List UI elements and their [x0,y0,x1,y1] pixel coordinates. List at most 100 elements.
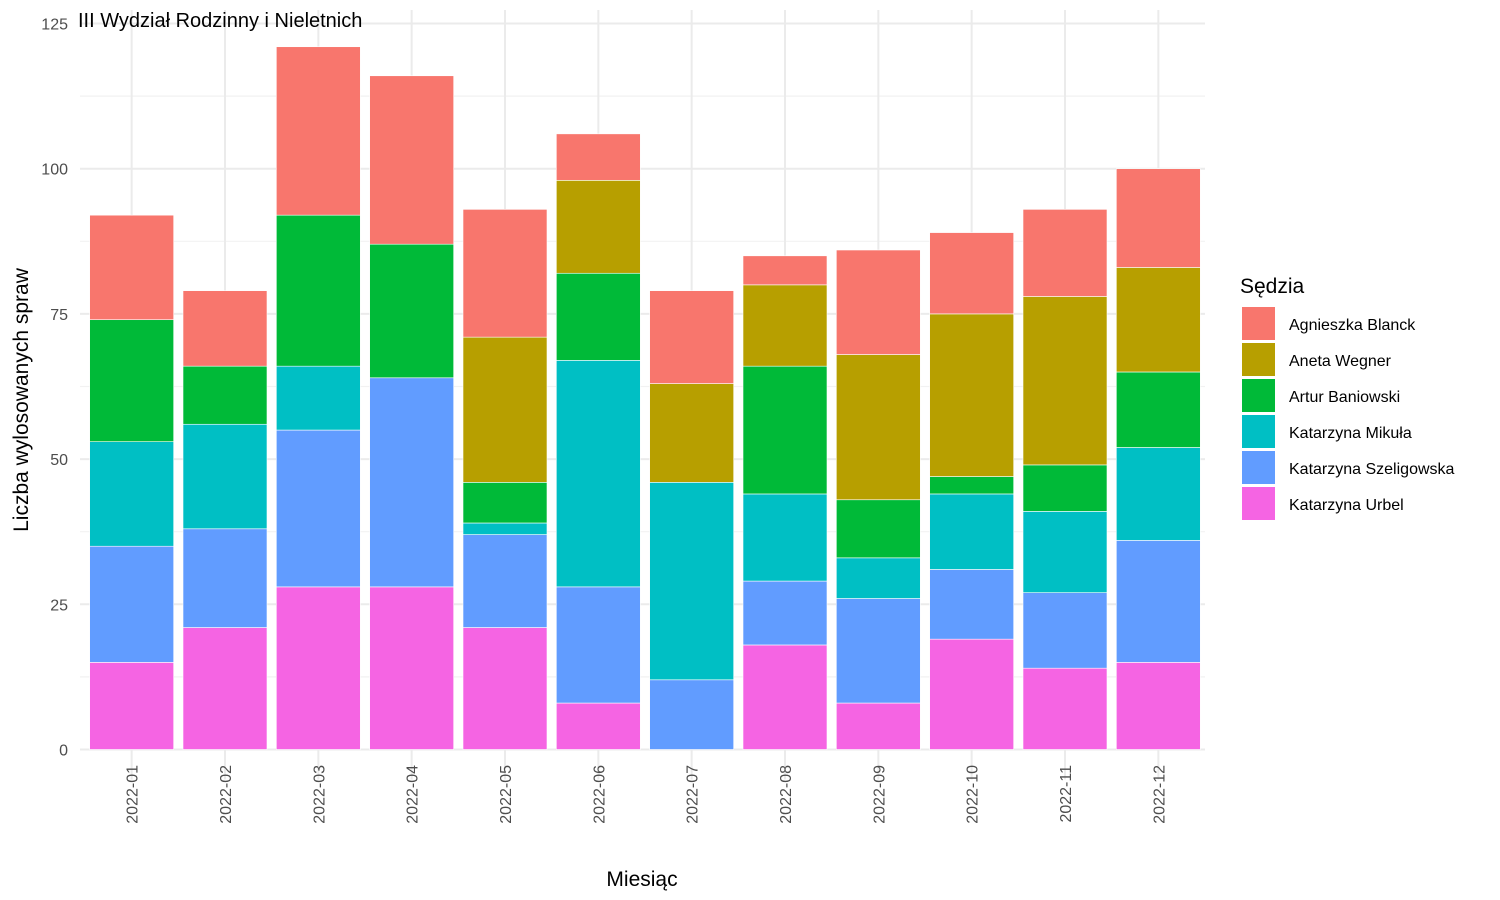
bar-segment: Katarzyna Urbel 2022-04: 28 [369,586,454,750]
bar-segment: Katarzyna Mikuła 2022-12: 16 [1116,447,1201,541]
legend-items: Agnieszka Blanck Aneta Wegner Artur Baniow… [1242,307,1455,520]
bar-segment: Katarzyna Mikuła 2022-01: 18 [89,441,174,547]
bar-segment: Aneta Wegner 2022-12: 18 [1116,267,1201,373]
x-tick-label: 2022-09 [871,765,888,824]
bar-segment: Aneta Wegner 2022-10: 28 [929,313,1014,477]
bars: Katarzyna Urbel 2022-01: 15Katarzyna Sze… [89,46,1201,750]
bar-segment: Katarzyna Mikuła 2022-06: 39 [556,360,641,588]
bar-segment: Katarzyna Urbel 2022-09: 8 [836,702,921,750]
y-tick-label: 125 [41,17,68,34]
bar-segment: Katarzyna Szeligowska 2022-03: 27 [276,429,361,588]
bar-segment: Aneta Wegner 2022-05: 25 [462,336,548,483]
bar-segment: Katarzyna Mikuła 2022-08: 15 [742,493,828,582]
legend-label: Agnieszka Blanck [1289,317,1416,334]
bar-segment: Katarzyna Szeligowska 2022-05: 16 [462,534,548,628]
bar-segment: Katarzyna Urbel 2022-10: 19 [929,638,1014,750]
x-tick-label: 2022-04 [405,765,422,824]
y-tick-label: 25 [50,597,68,614]
bar-segment: Agnieszka Blanck 2022-11: 15 [1022,209,1108,297]
bar-segment: Artur Baniowski 2022-04: 23 [369,243,454,379]
bar-segment: Artur Baniowski 2022-10: 3 [929,476,1014,495]
legend-title: Sędzia [1240,275,1305,298]
bar-segment: Aneta Wegner 2022-08: 14 [742,284,828,367]
bar-segment: Artur Baniowski 2022-05: 7 [462,482,548,524]
legend-label: Katarzyna Szeligowska [1289,461,1455,478]
x-tick-label: 2022-03 [311,765,328,824]
legend-label: Katarzyna Mikuła [1289,425,1412,442]
bar-segment: Agnieszka Blanck 2022-03: 29 [276,46,361,216]
bar-segment: Artur Baniowski 2022-11: 8 [1022,464,1108,512]
bar-segment: Katarzyna Urbel 2022-08: 18 [742,644,828,750]
bar-segment: Katarzyna Urbel 2022-11: 14 [1022,667,1108,750]
bar-segment: Artur Baniowski 2022-12: 13 [1116,371,1201,448]
bar-segment: Katarzyna Mikuła 2022-03: 11 [276,365,361,431]
legend-swatch [1242,451,1275,484]
bar-segment: Katarzyna Urbel 2022-05: 21 [462,627,548,750]
bar-segment: Katarzyna Szeligowska 2022-01: 20 [89,545,174,663]
bar-segment: Katarzyna Szeligowska 2022-08: 11 [742,580,828,646]
bar-segment: Katarzyna Szeligowska 2022-06: 20 [556,586,641,704]
grid-minor [80,95,1205,678]
bar-segment: Katarzyna Szeligowska 2022-04: 36 [369,377,454,588]
y-tick-label: 75 [50,307,68,324]
legend-label: Aneta Wegner [1289,353,1392,370]
legend-swatch [1242,415,1275,448]
bar-segment: Artur Baniowski 2022-03: 26 [276,214,361,367]
x-tick-label: 2022-10 [965,765,982,824]
x-tick-label: 2022-08 [778,765,795,824]
bar-segment: Katarzyna Urbel 2022-06: 8 [556,702,641,750]
bar-segment: Katarzyna Szeligowska 2022-10: 12 [929,569,1014,640]
bar-segment: Agnieszka Blanck 2022-06: 8 [556,133,641,181]
bar-segment: Katarzyna Urbel 2022-02: 21 [182,627,268,750]
bar-segment: Agnieszka Blanck 2022-08: 5 [742,255,828,286]
bar-segment: Agnieszka Blanck 2022-12: 17 [1116,168,1201,268]
bar-segment: Artur Baniowski 2022-09: 10 [836,499,921,559]
bar-segment: Agnieszka Blanck 2022-09: 18 [836,249,921,355]
x-tick-label: 2022-05 [498,765,515,824]
bar-segment: Katarzyna Urbel 2022-03: 28 [276,586,361,750]
bar-segment: Katarzyna Szeligowska 2022-02: 17 [182,528,268,628]
bar-segment: Katarzyna Urbel 2022-12: 15 [1116,662,1201,750]
x-axis-title: Miesiąc [606,868,677,891]
y-tick-label: 50 [50,452,68,469]
bar-segment: Artur Baniowski 2022-01: 21 [89,319,174,442]
legend-swatch [1242,343,1275,376]
bar-segment: Agnieszka Blanck 2022-04: 29 [369,75,454,245]
x-tick-label: 2022-01 [125,765,142,824]
bar-segment: Katarzyna Mikuła 2022-10: 13 [929,493,1014,570]
y-tick-label: 100 [41,162,68,179]
legend-label: Artur Baniowski [1289,389,1400,406]
bar-segment: Artur Baniowski 2022-06: 15 [556,272,641,361]
legend: Sędzia Agnieszka Blanck Aneta Wegner Artur… [1240,275,1455,520]
x-tick-label: 2022-07 [685,765,702,824]
x-tick-label: 2022-02 [218,765,235,824]
bar-segment: Katarzyna Urbel 2022-01: 15 [89,662,174,750]
bar-segment: Aneta Wegner 2022-06: 16 [556,180,641,274]
bar-segment: Katarzyna Mikuła 2022-11: 14 [1022,511,1108,593]
bar-segment: Agnieszka Blanck 2022-10: 14 [929,232,1014,315]
chart-title: III Wydział Rodzinny i Nieletnich [78,10,362,32]
bar-segment: Artur Baniowski 2022-02: 10 [182,365,268,425]
legend-swatch [1242,487,1275,520]
bar-segment: Agnieszka Blanck 2022-07: 16 [649,290,734,384]
y-axis-ticks: 0 25 50 75 100 125 [41,17,68,760]
bar-segment: Katarzyna Mikuła 2022-09: 7 [836,557,921,599]
bar-segment: Aneta Wegner 2022-07: 17 [649,383,734,483]
y-axis-title: Liczba wylosowanych spraw [10,267,33,532]
bar-segment: Katarzyna Szeligowska 2022-11: 13 [1022,592,1108,669]
legend-swatch [1242,307,1275,340]
x-tick-label: 2022-11 [1058,765,1075,823]
bar-segment: Aneta Wegner 2022-09: 25 [836,354,921,501]
bar-segment: Aneta Wegner 2022-11: 29 [1022,296,1108,466]
bar-segment: Agnieszka Blanck 2022-05: 22 [462,209,548,338]
legend-swatch [1242,379,1275,412]
bar-segment: Katarzyna Szeligowska 2022-12: 21 [1116,540,1201,663]
x-axis-ticks: 2022-01 2022-02 2022-03 2022-04 2022-05 2022-… [125,765,1169,824]
bar-segment: Katarzyna Szeligowska 2022-09: 18 [836,598,921,704]
x-tick-label: 2022-06 [591,765,608,824]
x-tick-label: 2022-12 [1151,765,1168,824]
y-tick-label: 0 [59,743,68,760]
bar-segment: Agnieszka Blanck 2022-01: 18 [89,214,174,321]
bar-segment: Katarzyna Mikuła 2022-07: 34 [649,482,734,681]
